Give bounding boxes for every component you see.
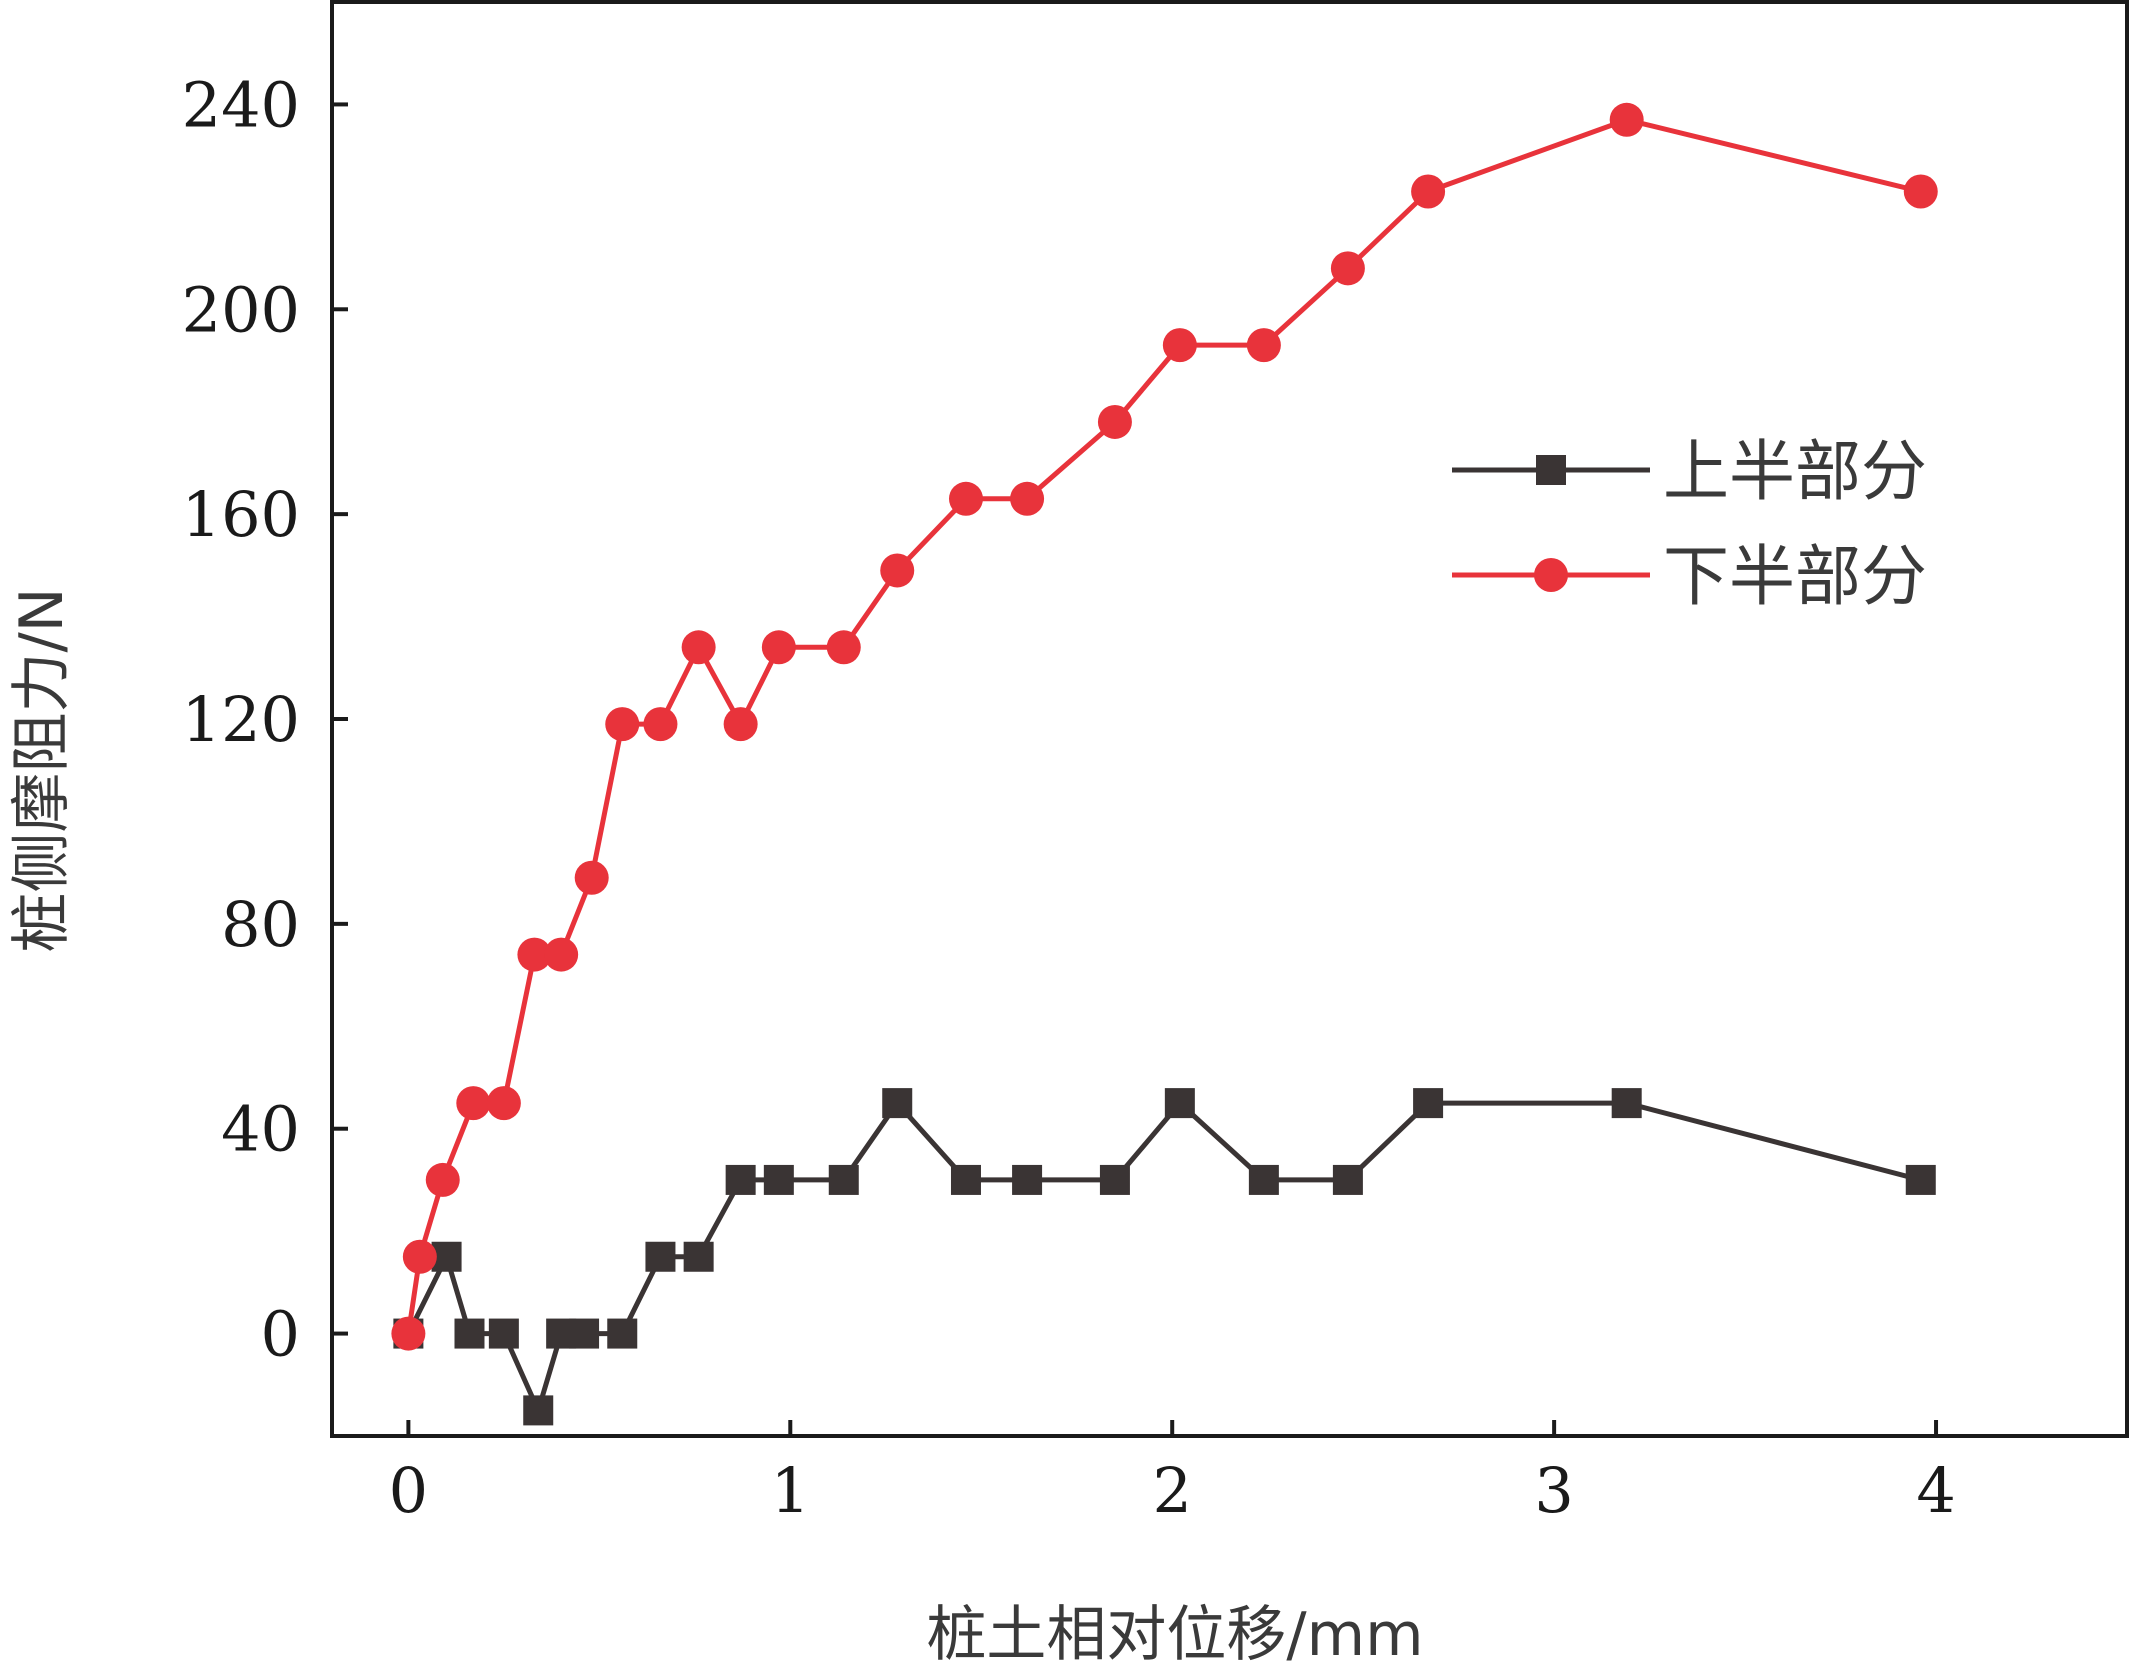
data-point xyxy=(517,937,552,972)
legend-marker xyxy=(1536,455,1566,485)
data-point xyxy=(1164,1088,1195,1119)
data-point xyxy=(882,1088,913,1119)
data-point xyxy=(486,1086,521,1121)
data-point xyxy=(1097,404,1132,439)
data-point xyxy=(1162,328,1197,363)
data-point xyxy=(569,1318,600,1349)
data-point xyxy=(544,937,579,972)
x-axis-ticks: 0 1 2 3 4 xyxy=(389,1420,1956,1527)
data-point xyxy=(1611,1088,1642,1119)
data-point xyxy=(1246,328,1281,363)
legend-label: 上半部分 xyxy=(1663,433,1927,510)
y-tick-label: 120 xyxy=(182,683,300,756)
y-tick-label: 200 xyxy=(182,273,300,346)
y-tick-label: 40 xyxy=(221,1093,300,1166)
y-tick-label: 240 xyxy=(182,68,300,141)
series-2 xyxy=(391,102,1938,1351)
data-point xyxy=(1010,481,1045,516)
x-tick-label: 3 xyxy=(1534,1454,1573,1527)
y-axis-ticks: 0 40 80 120 160 200 240 xyxy=(182,68,348,1371)
data-point xyxy=(1905,1164,1936,1195)
data-point xyxy=(681,630,716,665)
data-point xyxy=(826,630,861,665)
data-point xyxy=(1411,174,1446,209)
data-point xyxy=(1332,1164,1363,1195)
y-axis-label: 桩侧摩阻力/N xyxy=(7,587,77,952)
data-point xyxy=(607,1318,638,1349)
data-point xyxy=(1012,1164,1043,1195)
x-tick-label: 1 xyxy=(771,1454,810,1527)
data-point xyxy=(763,1164,794,1195)
data-point xyxy=(643,707,678,742)
legend-item: 下半部分 xyxy=(1452,538,1927,615)
data-point xyxy=(456,1086,491,1121)
data-point xyxy=(402,1239,437,1274)
data-point xyxy=(1248,1164,1279,1195)
legend-marker xyxy=(1534,558,1568,592)
series-1 xyxy=(393,1088,1936,1426)
data-point xyxy=(725,1164,756,1195)
data-point xyxy=(523,1395,554,1426)
y-tick-label: 160 xyxy=(182,478,300,551)
data-point xyxy=(391,1316,426,1351)
y-tick-label: 80 xyxy=(221,888,300,961)
legend-item: 上半部分 xyxy=(1452,433,1927,510)
data-point xyxy=(683,1241,714,1272)
data-point xyxy=(574,860,609,895)
x-tick-label: 0 xyxy=(389,1454,428,1527)
x-axis-label: 桩土相对位移/mm xyxy=(926,1600,1423,1665)
x-tick-label: 4 xyxy=(1916,1454,1955,1527)
series-layer xyxy=(391,102,1938,1426)
legend-label: 下半部分 xyxy=(1663,538,1927,615)
y-tick-label: 0 xyxy=(261,1298,300,1371)
data-point xyxy=(1413,1088,1444,1119)
data-point xyxy=(454,1318,485,1349)
data-point xyxy=(605,707,640,742)
data-point xyxy=(828,1164,859,1195)
data-point xyxy=(950,1164,981,1195)
data-point xyxy=(425,1162,460,1197)
plot-frame xyxy=(330,0,2129,1438)
x-tick-label: 2 xyxy=(1152,1454,1191,1527)
data-point xyxy=(880,553,915,588)
series-line xyxy=(406,1100,1922,1413)
data-point xyxy=(761,630,796,665)
data-point xyxy=(645,1241,676,1272)
data-point xyxy=(1330,251,1365,286)
data-point xyxy=(948,481,983,516)
data-point xyxy=(1609,102,1644,137)
data-point xyxy=(1903,174,1938,209)
data-point xyxy=(1099,1164,1130,1195)
data-point xyxy=(488,1318,519,1349)
data-point xyxy=(723,707,758,742)
